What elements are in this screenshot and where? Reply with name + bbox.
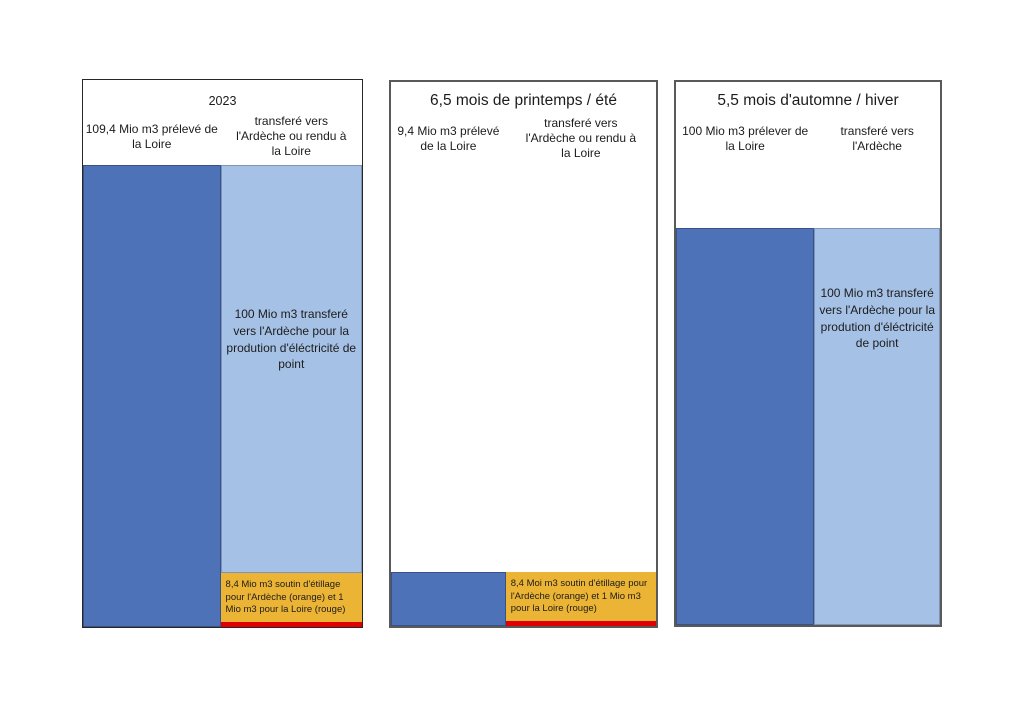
soutien-etiage-note: 8,4 Mio m3 soutin d'étillage pour l'Ardè… bbox=[225, 579, 346, 616]
bar-preleve-loire-100 bbox=[676, 228, 815, 625]
panel-automne-hiver: 5,5 mois d'automne / hiver 100 Mio m3 pr… bbox=[674, 80, 942, 627]
label-preleve-loire: 100 Mio m3 prélever de la Loire bbox=[682, 123, 809, 153]
bar-row: 100 Mio m3 transferé vers l'Ardèche pour… bbox=[676, 228, 940, 625]
left-column-label-cell: 9,4 Mio m3 prélevé de la Loire bbox=[391, 124, 506, 154]
panel-2023-bars: 100 Mio m3 transferé vers l'Ardèche pour… bbox=[83, 165, 362, 627]
left-column-label-cell: 109,4 Mio m3 prélevé de la Loire bbox=[83, 122, 221, 152]
bar-transfere-text: 100 Mio m3 transferé vers l'Ardèche pour… bbox=[226, 307, 357, 372]
panel-2023: 2023 109,4 Mio m3 prélevé de la Loire tr… bbox=[82, 79, 363, 628]
column-preleve bbox=[83, 165, 221, 627]
panel-automne-bars: 100 Mio m3 transferé vers l'Ardèche pour… bbox=[676, 167, 940, 625]
empty-space bbox=[506, 167, 656, 572]
bar-transfere-text: 100 Mio m3 transferé vers l'Ardèche pour… bbox=[819, 286, 935, 351]
soutien-etiage-note: 8,4 Moi m3 soutin d'étillage pour l'Ardè… bbox=[510, 578, 648, 615]
panel-2023-header: 2023 109,4 Mio m3 prélevé de la Loire tr… bbox=[83, 80, 362, 165]
label-preleve-loire: 9,4 Mio m3 prélevé de la Loire bbox=[397, 123, 500, 153]
panel-automne-title: 5,5 mois d'automne / hiver bbox=[717, 92, 899, 109]
label-transfere-ardeche: transferé vers l'Ardèche bbox=[840, 123, 914, 153]
panel-printemps-column-labels: 9,4 Mio m3 prélevé de la Loire transferé… bbox=[391, 110, 656, 167]
panel-printemps-title: 6,5 mois de printemps / été bbox=[430, 92, 617, 109]
bar-rendu-loire-1 bbox=[505, 621, 656, 626]
column-transfere: 100 Mio m3 transferé vers l'Ardèche pour… bbox=[814, 228, 940, 625]
right-column-label-cell: transferé vers l'Ardèche bbox=[814, 124, 940, 154]
column-transfere: 8,4 Moi m3 soutin d'étillage pour l'Ardè… bbox=[505, 167, 656, 626]
right-column-label-cell: transferé vers l'Ardèche ou rendu à la L… bbox=[506, 116, 656, 161]
bar-transfere-ardeche-100: 100 Mio m3 transferé vers l'Ardèche pour… bbox=[814, 228, 940, 625]
bar-preleve-loire-109 bbox=[83, 165, 221, 627]
column-preleve bbox=[676, 228, 815, 625]
label-preleve-loire: 109,4 Mio m3 prélevé de la Loire bbox=[85, 121, 218, 151]
bar-transfere-ardeche-100: 100 Mio m3 transferé vers l'Ardèche pour… bbox=[220, 165, 362, 573]
panel-printemps-bars: 8,4 Moi m3 soutin d'étillage pour l'Ardè… bbox=[391, 167, 656, 626]
column-preleve bbox=[391, 167, 506, 626]
panel-printemps-header: 6,5 mois de printemps / été 9,4 Mio m3 p… bbox=[391, 82, 656, 167]
label-transfere-ardeche: transferé vers l'Ardèche ou rendu à la L… bbox=[236, 114, 347, 158]
panel-2023-column-labels: 109,4 Mio m3 prélevé de la Loire transfe… bbox=[83, 108, 362, 165]
column-transfere: 100 Mio m3 transferé vers l'Ardèche pour… bbox=[220, 165, 362, 627]
panel-printemps-ete: 6,5 mois de printemps / été 9,4 Mio m3 p… bbox=[389, 80, 658, 628]
panel-2023-title: 2023 bbox=[208, 94, 237, 108]
panel-automne-column-labels: 100 Mio m3 prélever de la Loire transfer… bbox=[676, 110, 940, 167]
bar-soutien-etiage-8-4: 8,4 Mio m3 soutin d'étillage pour l'Ardè… bbox=[220, 573, 362, 622]
right-column-label-cell: transferé vers l'Ardèche ou rendu à la L… bbox=[221, 114, 362, 159]
bar-preleve-loire-9-4 bbox=[391, 572, 506, 626]
empty-space bbox=[391, 167, 506, 572]
label-transfere-ardeche: transferé vers l'Ardèche ou rendu à la L… bbox=[525, 116, 637, 160]
bar-soutien-etiage-8-4: 8,4 Moi m3 soutin d'étillage pour l'Ardè… bbox=[505, 572, 656, 621]
bar-rendu-loire-1 bbox=[220, 622, 362, 627]
empty-space bbox=[676, 167, 940, 228]
left-column-label-cell: 100 Mio m3 prélever de la Loire bbox=[676, 124, 814, 154]
panel-automne-header: 5,5 mois d'automne / hiver 100 Mio m3 pr… bbox=[676, 82, 940, 167]
